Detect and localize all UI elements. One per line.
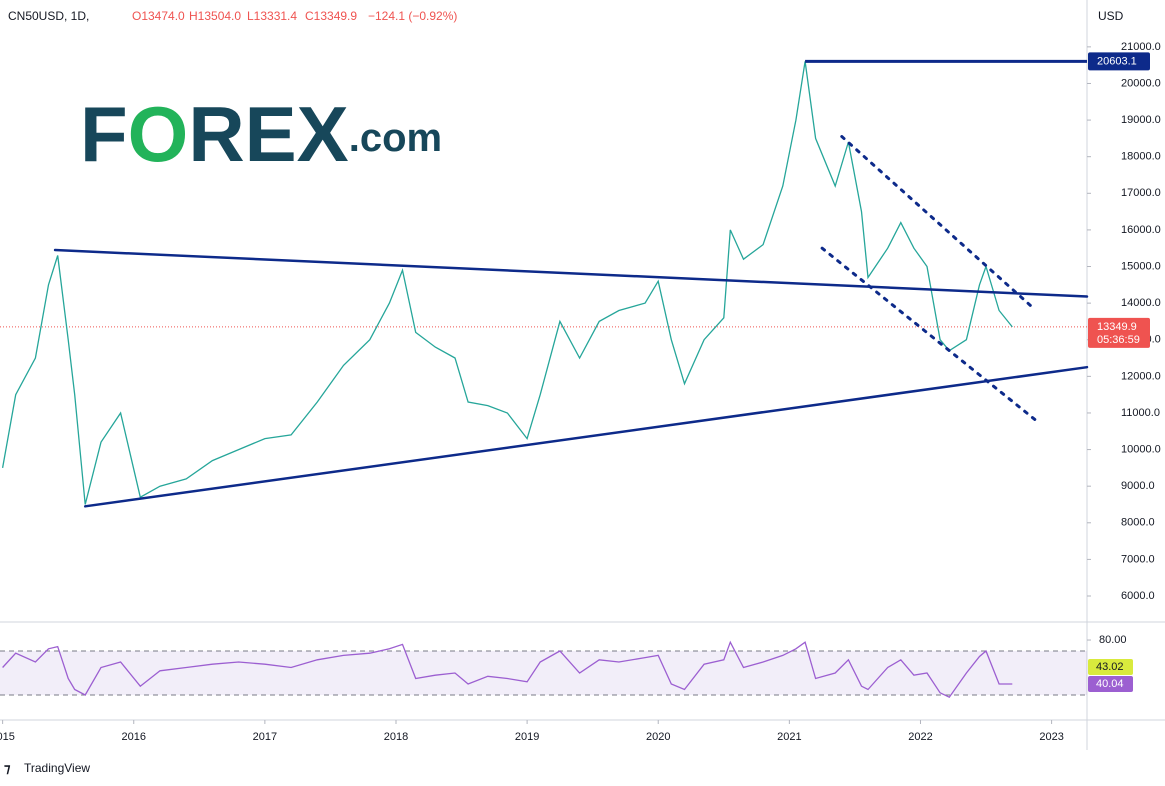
x-tick-label: 2017 — [253, 731, 277, 743]
x-tick-label: 2021 — [777, 731, 801, 743]
logo-part: REX — [188, 90, 348, 178]
rsi-band — [0, 651, 1087, 696]
ohlc-low: L13331.4 — [247, 9, 297, 23]
y-tick-label: 16000.0 — [1121, 224, 1161, 236]
y-tick-label: 11000.0 — [1121, 407, 1160, 419]
ohlc-close: C13349.9 — [305, 9, 357, 23]
price-badge — [1088, 317, 1150, 348]
logo: FOREX.com — [80, 90, 442, 178]
logo-part: .com — [349, 116, 442, 160]
ohlc-open: O13474.0 — [132, 9, 185, 23]
y-tick-label: 12000.0 — [1121, 370, 1161, 382]
x-tick-label: 2020 — [646, 731, 670, 743]
y-tick-label: 19000.0 — [1121, 114, 1161, 126]
x-tick-label: 2015 — [0, 731, 15, 743]
logo-part: F — [80, 90, 128, 178]
rsi-ma-label: 43.02 — [1096, 661, 1124, 673]
y-tick-label: 17000.0 — [1121, 187, 1161, 199]
countdown: 05:36:59 — [1097, 334, 1140, 346]
trendline — [820, 246, 1038, 422]
x-tick-label: 2018 — [384, 731, 408, 743]
y-tick-label: 9000.0 — [1121, 480, 1155, 492]
price-label: 13349.9 — [1097, 321, 1137, 333]
y-tick-label: 20000.0 — [1121, 77, 1161, 89]
y-tick-label: 7000.0 — [1121, 553, 1155, 565]
trendline — [840, 135, 1034, 309]
rsi-badge — [1088, 675, 1133, 692]
y-tick-label: 14000.0 — [1121, 297, 1161, 309]
y-tick-label: 10000.0 — [1121, 443, 1161, 455]
symbol: CN50USD, 1D, — [8, 9, 89, 23]
series-line — [2, 640, 1013, 699]
x-tick-label: 2022 — [908, 731, 932, 743]
x-tick-label: 2019 — [515, 731, 539, 743]
logo-part: O — [128, 90, 189, 178]
series-line — [1, 61, 1013, 505]
trendline — [53, 248, 1089, 298]
currency: USD — [1098, 9, 1124, 23]
y-tick-label: 8000.0 — [1121, 517, 1155, 529]
x-tick-label: 2023 — [1039, 731, 1063, 743]
y-tick-label: 6000.0 — [1121, 590, 1155, 602]
rsi-ma-badge — [1088, 658, 1133, 675]
y-tick-label: 18000.0 — [1121, 151, 1161, 163]
trendline — [83, 365, 1089, 508]
ohlc-high: H13504.0 — [189, 9, 241, 23]
x-tick-label: 2016 — [122, 731, 146, 743]
rsi-label: 40.04 — [1096, 678, 1124, 690]
y2-tick-label: 80.00 — [1099, 634, 1127, 646]
brand: TradingView — [24, 761, 90, 775]
high-badge — [1088, 52, 1150, 71]
brand-icon: ⁊ — [4, 760, 11, 775]
y-tick-label: 21000.0 — [1121, 41, 1161, 53]
y-tick-label: 15000.0 — [1121, 260, 1161, 272]
ohlc-change: −124.1 (−0.92%) — [368, 9, 457, 23]
high-label: 20603.1 — [1097, 55, 1137, 67]
